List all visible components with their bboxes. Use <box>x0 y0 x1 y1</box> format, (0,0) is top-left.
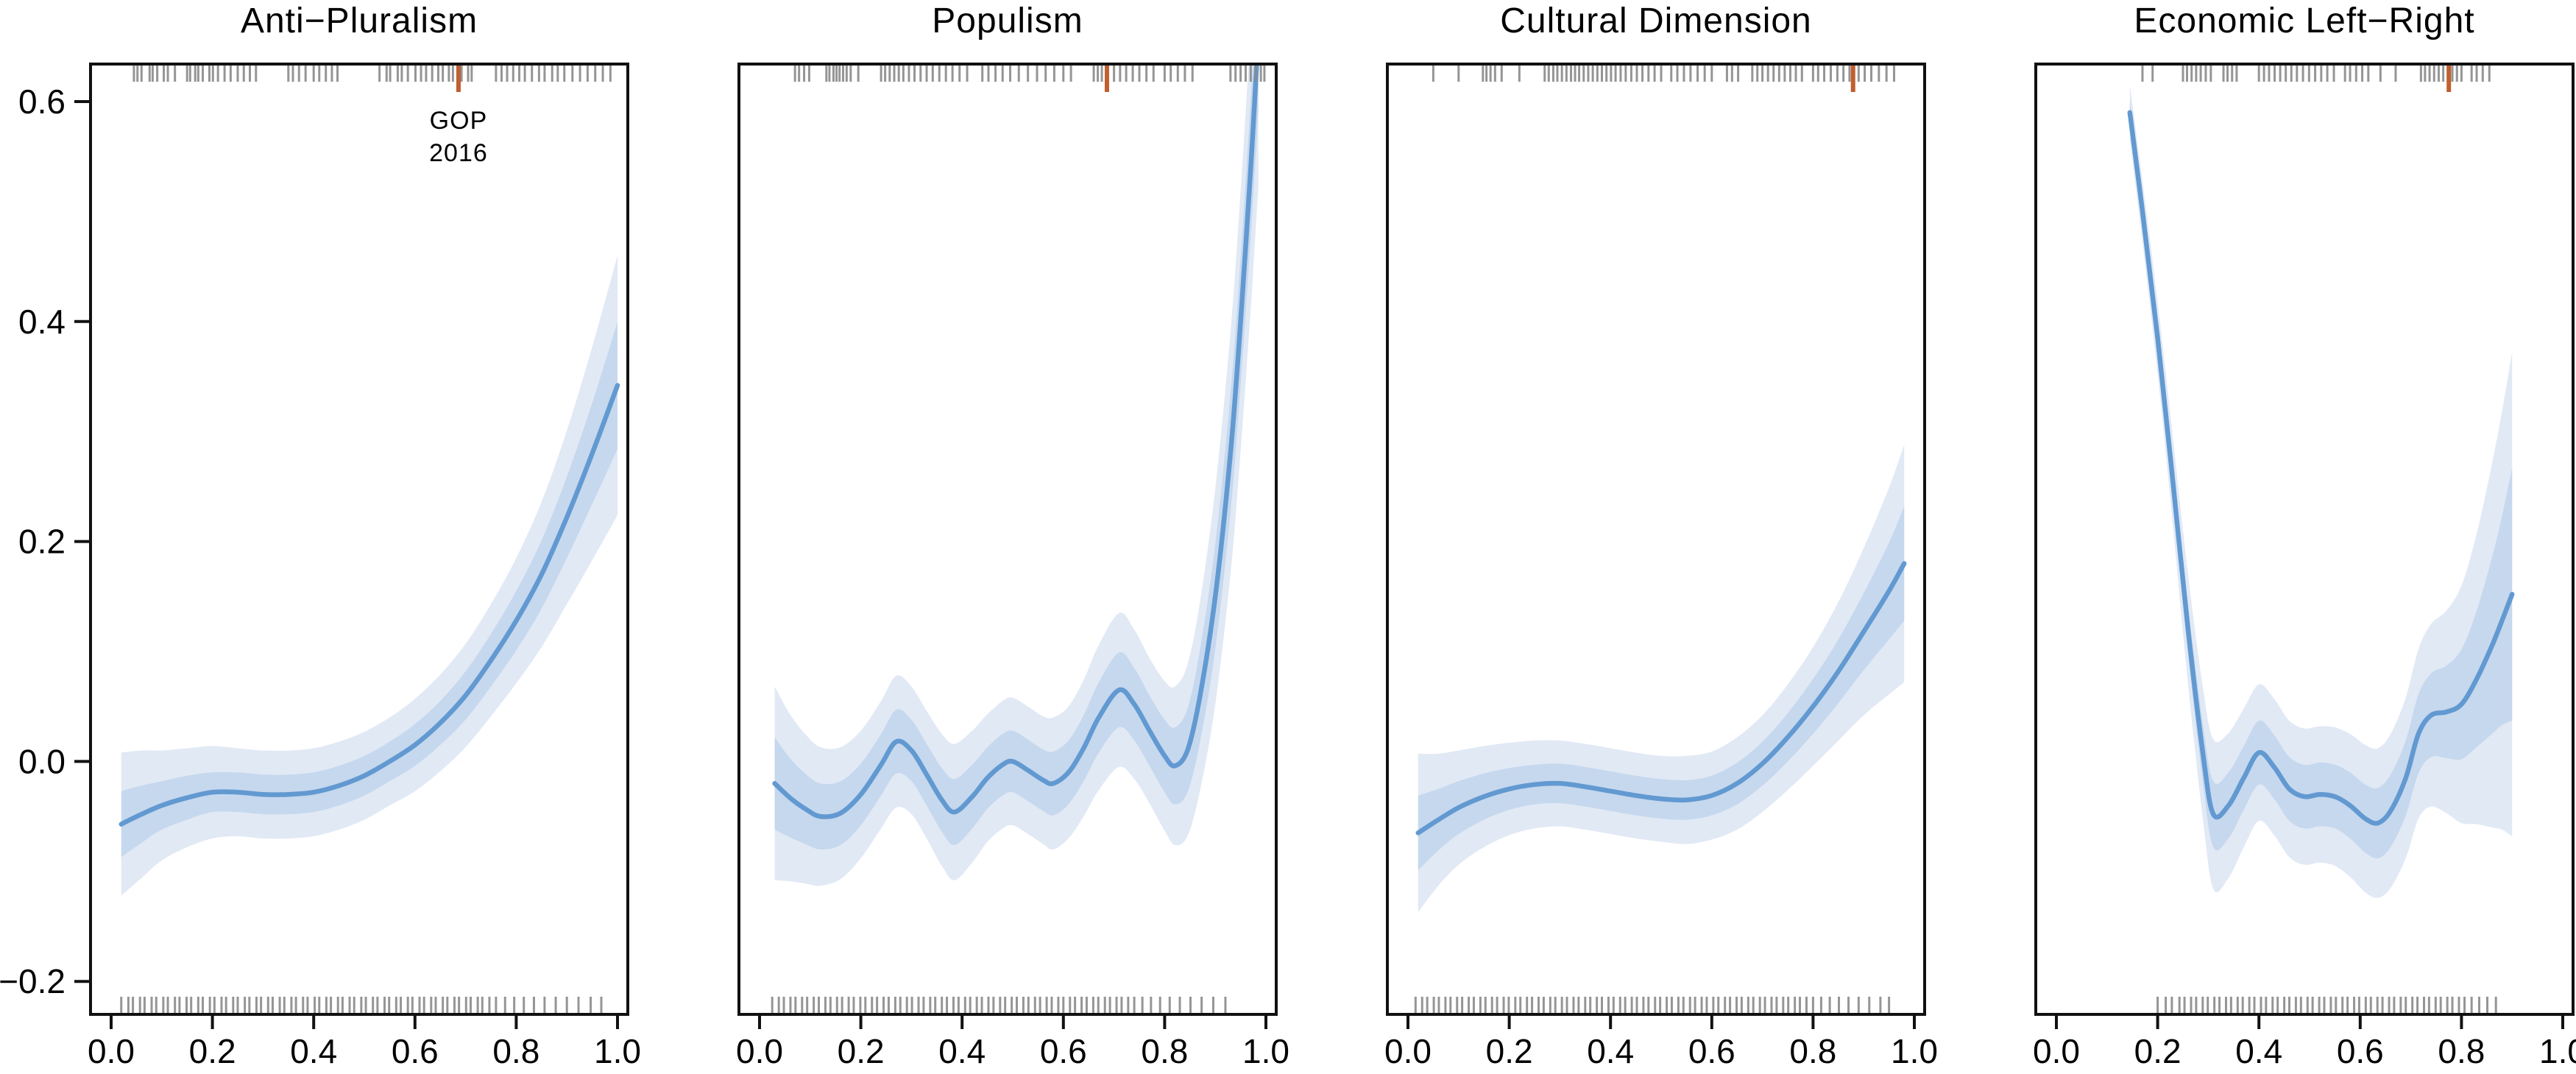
x-tick-label: 0.6 <box>1040 1032 1087 1070</box>
panel-anti-pluralism: Anti−Pluralism 0.0 0.2 0.4 0.6 0.8 1.0 0.6 0.4 0.… <box>0 1 641 1070</box>
x-tick-label: 0.8 <box>2438 1032 2485 1070</box>
bottom-rug <box>120 997 603 1013</box>
y-tick-label: −0.2 <box>0 962 66 1000</box>
smooth-line <box>2127 110 2515 826</box>
x-tick-label: 0.8 <box>1789 1032 1836 1070</box>
y-tick-label: 0.6 <box>18 82 66 121</box>
plot-area <box>1415 445 1907 913</box>
x-tick-label: 1.0 <box>1891 1032 1938 1070</box>
inner-confidence-band <box>1418 506 1905 871</box>
smooth-line <box>1415 561 1907 835</box>
panel-title: Economic Left−Right <box>2134 1 2474 40</box>
x-tick-label: 0.8 <box>492 1032 539 1070</box>
x-tick-label: 0.2 <box>1486 1032 1533 1070</box>
election-marker-label-line: GOP <box>430 107 488 135</box>
plot-box <box>737 63 1278 1016</box>
plot-box <box>1386 63 1926 1016</box>
outer-confidence-band <box>2129 85 2513 898</box>
bottom-rug <box>2156 997 2497 1013</box>
x-tick-label: 0.0 <box>736 1032 783 1070</box>
x-tick-label: 0.0 <box>88 1032 135 1070</box>
bottom-rug <box>771 997 1227 1013</box>
panel-economic-left-right: Economic Left−Right 0.0 0.2 0.4 0.6 0.8 1.0 <box>2033 1 2576 1070</box>
election-marker-label-line: 2016 <box>429 139 488 167</box>
x-tick-label: 0.8 <box>1141 1032 1188 1070</box>
smooth-line <box>118 383 620 827</box>
x-tick-label: 0.6 <box>1688 1032 1735 1070</box>
panel-populism: Populism 0.0 0.2 0.4 0.6 0.8 1.0 <box>736 1 1289 1070</box>
panel-title: Anti−Pluralism <box>241 1 478 40</box>
x-tick-label: 0.2 <box>189 1032 236 1070</box>
x-tick-label: 1.0 <box>594 1032 641 1070</box>
x-tick-label: 0.0 <box>2033 1032 2080 1070</box>
top-rug <box>2141 66 2491 82</box>
x-tick-label: 0.0 <box>1384 1032 1432 1070</box>
panel-title: Cultural Dimension <box>1500 1 1812 40</box>
x-tick-label: 1.0 <box>1242 1032 1289 1070</box>
plot-box <box>89 63 629 1016</box>
x-tick-label: 0.4 <box>2235 1032 2282 1070</box>
plot-area <box>2127 85 2515 898</box>
plot-area <box>118 255 620 896</box>
top-rug <box>132 66 612 82</box>
smooth-line <box>772 66 1259 819</box>
plot-area <box>772 66 1259 886</box>
x-tick-label: 0.6 <box>392 1032 439 1070</box>
top-rug <box>1432 66 1895 82</box>
x-tick-label: 1.0 <box>2539 1032 2576 1070</box>
x-tick-label: 0.4 <box>290 1032 337 1070</box>
y-tick-label: 0.2 <box>18 523 66 561</box>
bottom-rug <box>1414 997 1891 1013</box>
x-tick-label: 0.4 <box>938 1032 986 1070</box>
x-tick-label: 0.6 <box>2337 1032 2384 1070</box>
x-tick-label: 0.4 <box>1587 1032 1634 1070</box>
x-tick-label: 0.2 <box>2134 1032 2182 1070</box>
top-rug <box>793 66 1266 82</box>
panel-cultural-dimension: Cultural Dimension 0.0 0.2 0.4 0.6 0.8 1.0 <box>1384 1 1938 1070</box>
panel-title: Populism <box>932 1 1083 40</box>
inner-confidence-band <box>121 321 618 858</box>
plot-box <box>2034 63 2575 1016</box>
y-tick-label: 0.4 <box>18 303 66 341</box>
y-tick-label: 0.0 <box>18 742 66 780</box>
x-tick-label: 0.2 <box>838 1032 885 1070</box>
